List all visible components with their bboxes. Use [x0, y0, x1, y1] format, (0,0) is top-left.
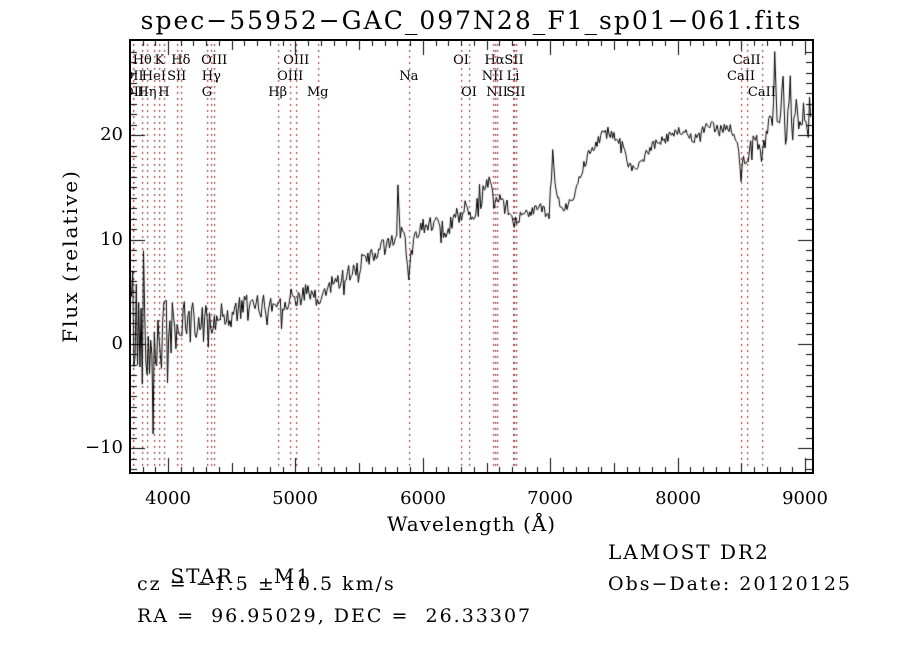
plot-frame: HθKHδOIIIOIIIOIHαSIICaIIOIIHeISIIHγOIIIN… — [129, 39, 814, 474]
x-tick-label-5000: 5000 — [272, 488, 318, 509]
x-tick-label-9000: 9000 — [782, 488, 828, 509]
y-tick-label--10: −10 — [85, 437, 123, 458]
x-axis-title: Wavelength (Å) — [386, 512, 557, 536]
subclass-label: M1 — [273, 564, 312, 588]
spectrum-canvas — [131, 41, 812, 472]
survey-label: LAMOST DR2 — [608, 540, 770, 564]
x-tick-label-4000: 4000 — [145, 488, 191, 509]
cz-value: cz = −1.5 ± 10.5 km/s — [137, 573, 396, 595]
x-tick-label-7000: 7000 — [527, 488, 573, 509]
x-tick-label-8000: 8000 — [655, 488, 701, 509]
x-tick-label-6000: 6000 — [400, 488, 446, 509]
obs-date: Obs−Date: 20120125 — [608, 573, 852, 595]
classification-line: STAR M1 — [137, 540, 311, 612]
ra-dec-value: RA = 96.95029, DEC = 26.33307 — [137, 605, 533, 627]
page-title: spec−55952−GAC_097N28_F1_sp01−061.fits — [140, 6, 803, 35]
y-tick-label-0: 0 — [111, 333, 123, 354]
y-tick-label-10: 10 — [100, 229, 123, 250]
class-label: STAR — [170, 564, 234, 588]
y-axis-title: Flux (relative) — [58, 169, 82, 343]
y-tick-label-20: 20 — [100, 124, 123, 145]
